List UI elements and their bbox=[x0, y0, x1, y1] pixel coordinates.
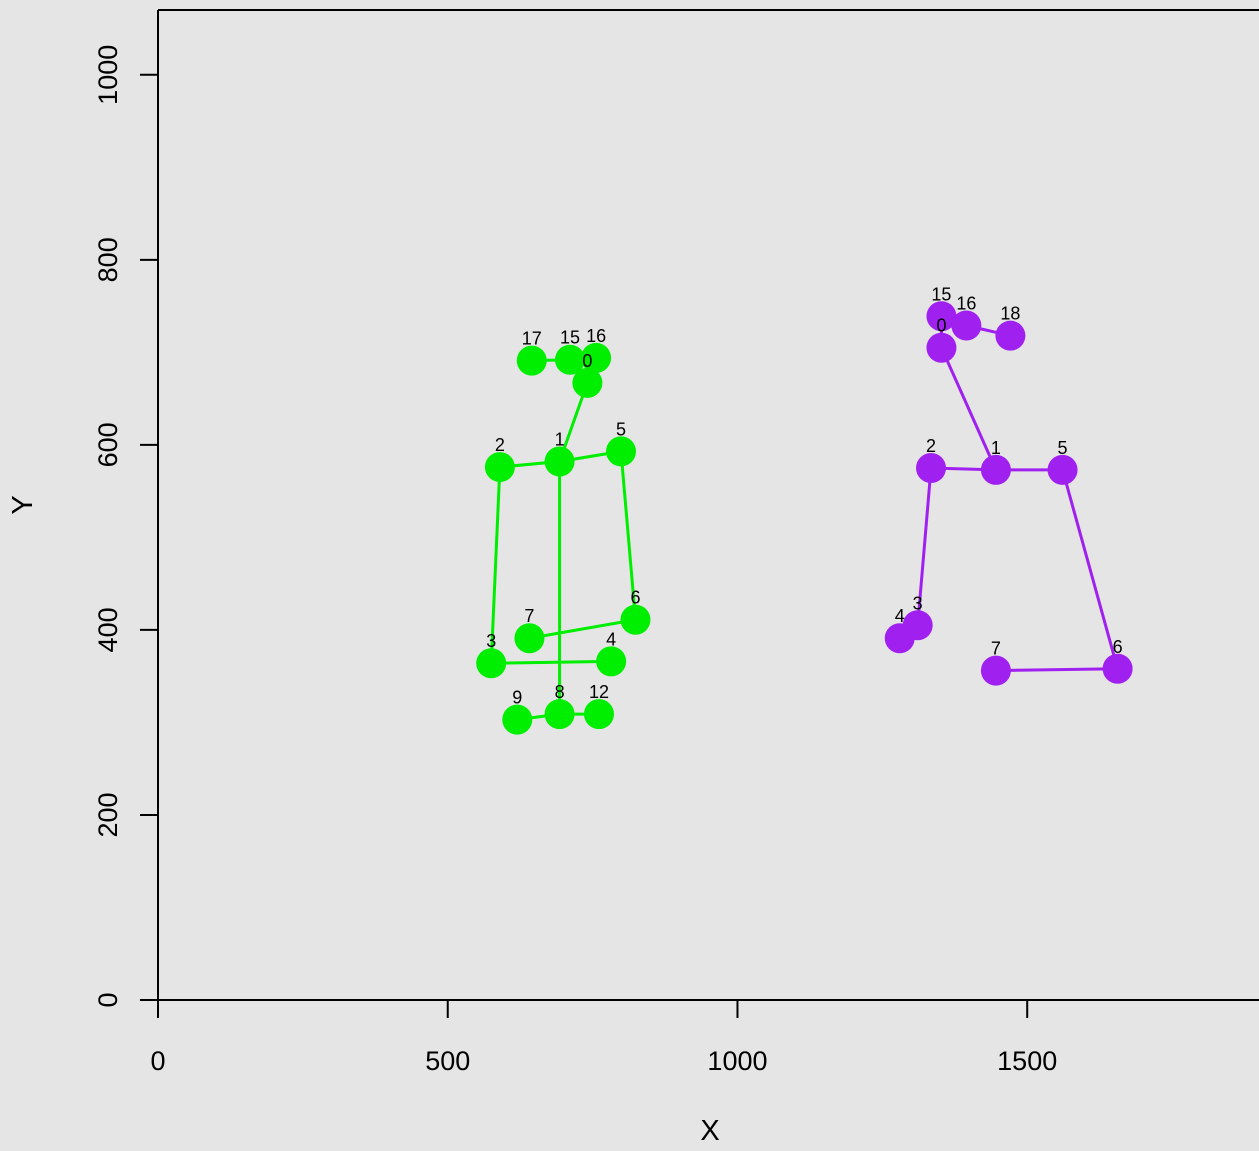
keypoint-marker bbox=[596, 646, 627, 677]
skeleton-link bbox=[916, 467, 933, 626]
keypoint-marker bbox=[980, 655, 1011, 686]
x-tick-label: 1000 bbox=[707, 1046, 767, 1076]
keypoint-label: 4 bbox=[895, 606, 905, 626]
y-tick-label: 800 bbox=[93, 237, 123, 282]
keypoint-label: 15 bbox=[560, 328, 580, 348]
keypoint-marker bbox=[1047, 454, 1078, 485]
skeleton-link bbox=[940, 347, 998, 471]
keypoint-marker bbox=[516, 345, 547, 376]
axes bbox=[157, 9, 1259, 1001]
keypoint-marker bbox=[484, 452, 515, 483]
skeleton-series-1: 0 1 2 34 5 6 7 15 16 18 bbox=[884, 284, 1133, 686]
keypoint-label: 5 bbox=[1058, 438, 1068, 458]
y-tick-label: 600 bbox=[93, 422, 123, 467]
skeleton-link bbox=[1061, 469, 1120, 670]
keypoint-label: 9 bbox=[512, 688, 522, 708]
keypoint-marker bbox=[980, 454, 1011, 485]
skeleton-link bbox=[489, 466, 502, 664]
keypoint-label: 2 bbox=[926, 436, 936, 456]
keypoint-marker bbox=[605, 436, 636, 467]
keypoint-label: 2 bbox=[495, 435, 505, 455]
x-tick-label: 0 bbox=[150, 1046, 165, 1076]
skeleton-link bbox=[619, 451, 637, 620]
keypoint-label: 7 bbox=[524, 606, 534, 626]
keypoint-marker bbox=[581, 342, 612, 373]
keypoint-label: 17 bbox=[522, 329, 542, 349]
x-axis-title: X bbox=[700, 1115, 719, 1147]
keypoint-marker bbox=[514, 623, 545, 654]
keypoint-marker bbox=[583, 699, 614, 730]
keypoint-marker bbox=[476, 648, 507, 679]
keypoint-label: 1 bbox=[991, 438, 1001, 458]
keypoint-label: 7 bbox=[991, 639, 1001, 659]
y-tick-label: 400 bbox=[93, 607, 123, 652]
x-tick-label: 500 bbox=[425, 1046, 470, 1076]
keypoint-label: 4 bbox=[606, 629, 616, 649]
keypoint-marker bbox=[995, 320, 1026, 351]
keypoint-marker bbox=[544, 446, 575, 477]
keypoint-label: 16 bbox=[956, 294, 976, 314]
keypoint-label: 15 bbox=[931, 284, 951, 304]
keypoint-label: 3 bbox=[913, 593, 923, 613]
keypoint-marker bbox=[555, 344, 586, 375]
keypoint-marker bbox=[620, 604, 651, 635]
keypoint-marker bbox=[502, 704, 533, 735]
y-tick-label: 1000 bbox=[93, 45, 123, 105]
keypoint-label: 0 bbox=[582, 351, 592, 371]
keypoint-label: 1 bbox=[555, 430, 565, 450]
skeleton-link bbox=[491, 659, 612, 665]
keypoint-label: 16 bbox=[586, 326, 606, 346]
skeleton-link bbox=[995, 667, 1118, 673]
keypoint-label: 18 bbox=[1000, 304, 1020, 324]
keypoint-label: 6 bbox=[630, 588, 640, 608]
keypoint-label: 6 bbox=[1113, 637, 1123, 657]
keypoint-marker bbox=[884, 623, 915, 654]
skeleton-link bbox=[529, 618, 636, 640]
keypoint-marker bbox=[916, 452, 947, 483]
y-axis-ticks: 0 200 400 600 800 1000 bbox=[93, 45, 158, 1008]
keypoint-label: 5 bbox=[616, 419, 626, 439]
keypoint-label: 0 bbox=[936, 316, 946, 336]
keypoint-marker bbox=[572, 367, 603, 398]
y-axis-title: Y bbox=[7, 495, 39, 514]
keypoint-label: 12 bbox=[589, 682, 609, 702]
keypoint-marker bbox=[951, 310, 982, 341]
keypoint-marker bbox=[1102, 653, 1133, 684]
y-tick-label: 0 bbox=[93, 992, 123, 1007]
keypoint-label: 3 bbox=[486, 631, 496, 651]
keypoint-marker bbox=[926, 301, 957, 332]
keypoint-marker bbox=[926, 332, 957, 363]
x-tick-label: 1500 bbox=[997, 1046, 1057, 1076]
x-axis-ticks: 0 500 1000 1500 bbox=[150, 1000, 1057, 1076]
keypoint-marker bbox=[544, 699, 575, 730]
y-tick-label: 200 bbox=[93, 792, 123, 837]
keypoint-label: 8 bbox=[555, 682, 565, 702]
